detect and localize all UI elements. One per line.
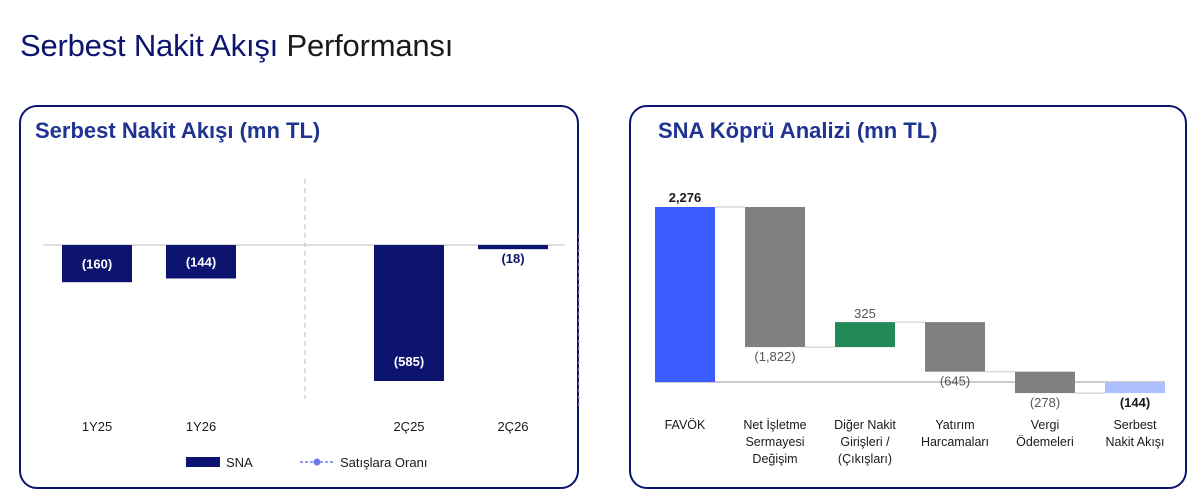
sna-data-label-1Y26: (144) [186,255,216,270]
sna-data-label-2Ç25: (585) [394,354,424,369]
sna-bar-chart: (160) 1Y25 (144) 1Y26 (585) 2Ç25 (18) 2Ç26 SNA Sa… [43,179,580,470]
waterfall-bar-2 [835,322,895,348]
sna-panel: Serbest Nakit Akışı (mn TL) (160) 1Y25 (14… [19,105,580,489]
waterfall-category-label-4-1: Ödemeleri [1016,435,1074,449]
sna-category-label-1Y26: 1Y26 [186,419,216,434]
waterfall-category-label-2-1: Girişleri / [840,435,890,449]
waterfall-bar-1 [745,207,805,348]
waterfall-category-label-1-1: Sermayesi [745,435,804,449]
sna-data-label-1Y25: (160) [82,257,112,272]
waterfall-data-label-1: (1,822) [754,349,795,364]
waterfall-data-label-3: (645) [940,374,970,389]
page-title: Serbest Nakit Akışı Performansı [20,28,453,64]
waterfall-data-label-4: (278) [1030,395,1060,410]
waterfall-bar-3 [925,322,985,372]
waterfall-category-label-3-0: Yatırım [935,418,974,432]
waterfall-category-label-4-0: Vergi [1031,418,1060,432]
bridge-waterfall-chart: 2,276 FAVÖK (1,822) Net İşletme Sermayesi Değ… [655,190,1165,466]
page-title-rest: Performansı [278,28,454,63]
legend-ratio-marker [313,458,321,466]
bridge-panel-title: SNA Köprü Analizi (mn TL) [658,118,938,143]
waterfall-bar-0 [655,207,715,382]
waterfall-bar-5 [1105,382,1165,394]
waterfall-category-label-2-0: Diğer Nakit [834,418,896,432]
bridge-panel: SNA Köprü Analizi (mn TL) 2,276 FAVÖK (1,8… [629,105,1187,489]
sna-data-label-2Ç26: (18) [501,251,524,266]
sna-bar-1Y26 [166,245,236,279]
sna-category-label-1Y25: 1Y25 [82,419,112,434]
sna-bar-2Ç25 [374,245,444,381]
waterfall-bar-4 [1015,371,1075,394]
legend-sna-swatch [186,457,220,467]
legend-ratio-label: Satışlara Oranı [340,455,427,470]
waterfall-category-label-1-2: Değişim [752,452,797,466]
sna-category-label-2Ç26: 2Ç26 [497,419,528,434]
sna-category-label-2Ç25: 2Ç25 [393,419,424,434]
page-title-accent: Serbest Nakit Akışı [20,28,279,63]
waterfall-data-label-0: 2,276 [669,190,702,205]
sna-bar-2Ç26 [478,245,548,250]
waterfall-category-label-1-0: Net İşletme [743,418,806,432]
legend-sna-label: SNA [226,455,253,470]
waterfall-category-label-5-1: Nakit Akışı [1105,435,1164,449]
waterfall-category-label-2-2: (Çıkışları) [838,452,892,466]
waterfall-category-label-0-0: FAVÖK [665,418,706,432]
waterfall-category-label-3-1: Harcamaları [921,435,989,449]
waterfall-data-label-2: 325 [854,306,876,321]
sna-bar-1Y25 [62,245,132,283]
waterfall-data-label-5: (144) [1120,395,1150,410]
sna-panel-title: Serbest Nakit Akışı (mn TL) [35,118,321,143]
waterfall-category-label-5-0: Serbest [1113,418,1157,432]
